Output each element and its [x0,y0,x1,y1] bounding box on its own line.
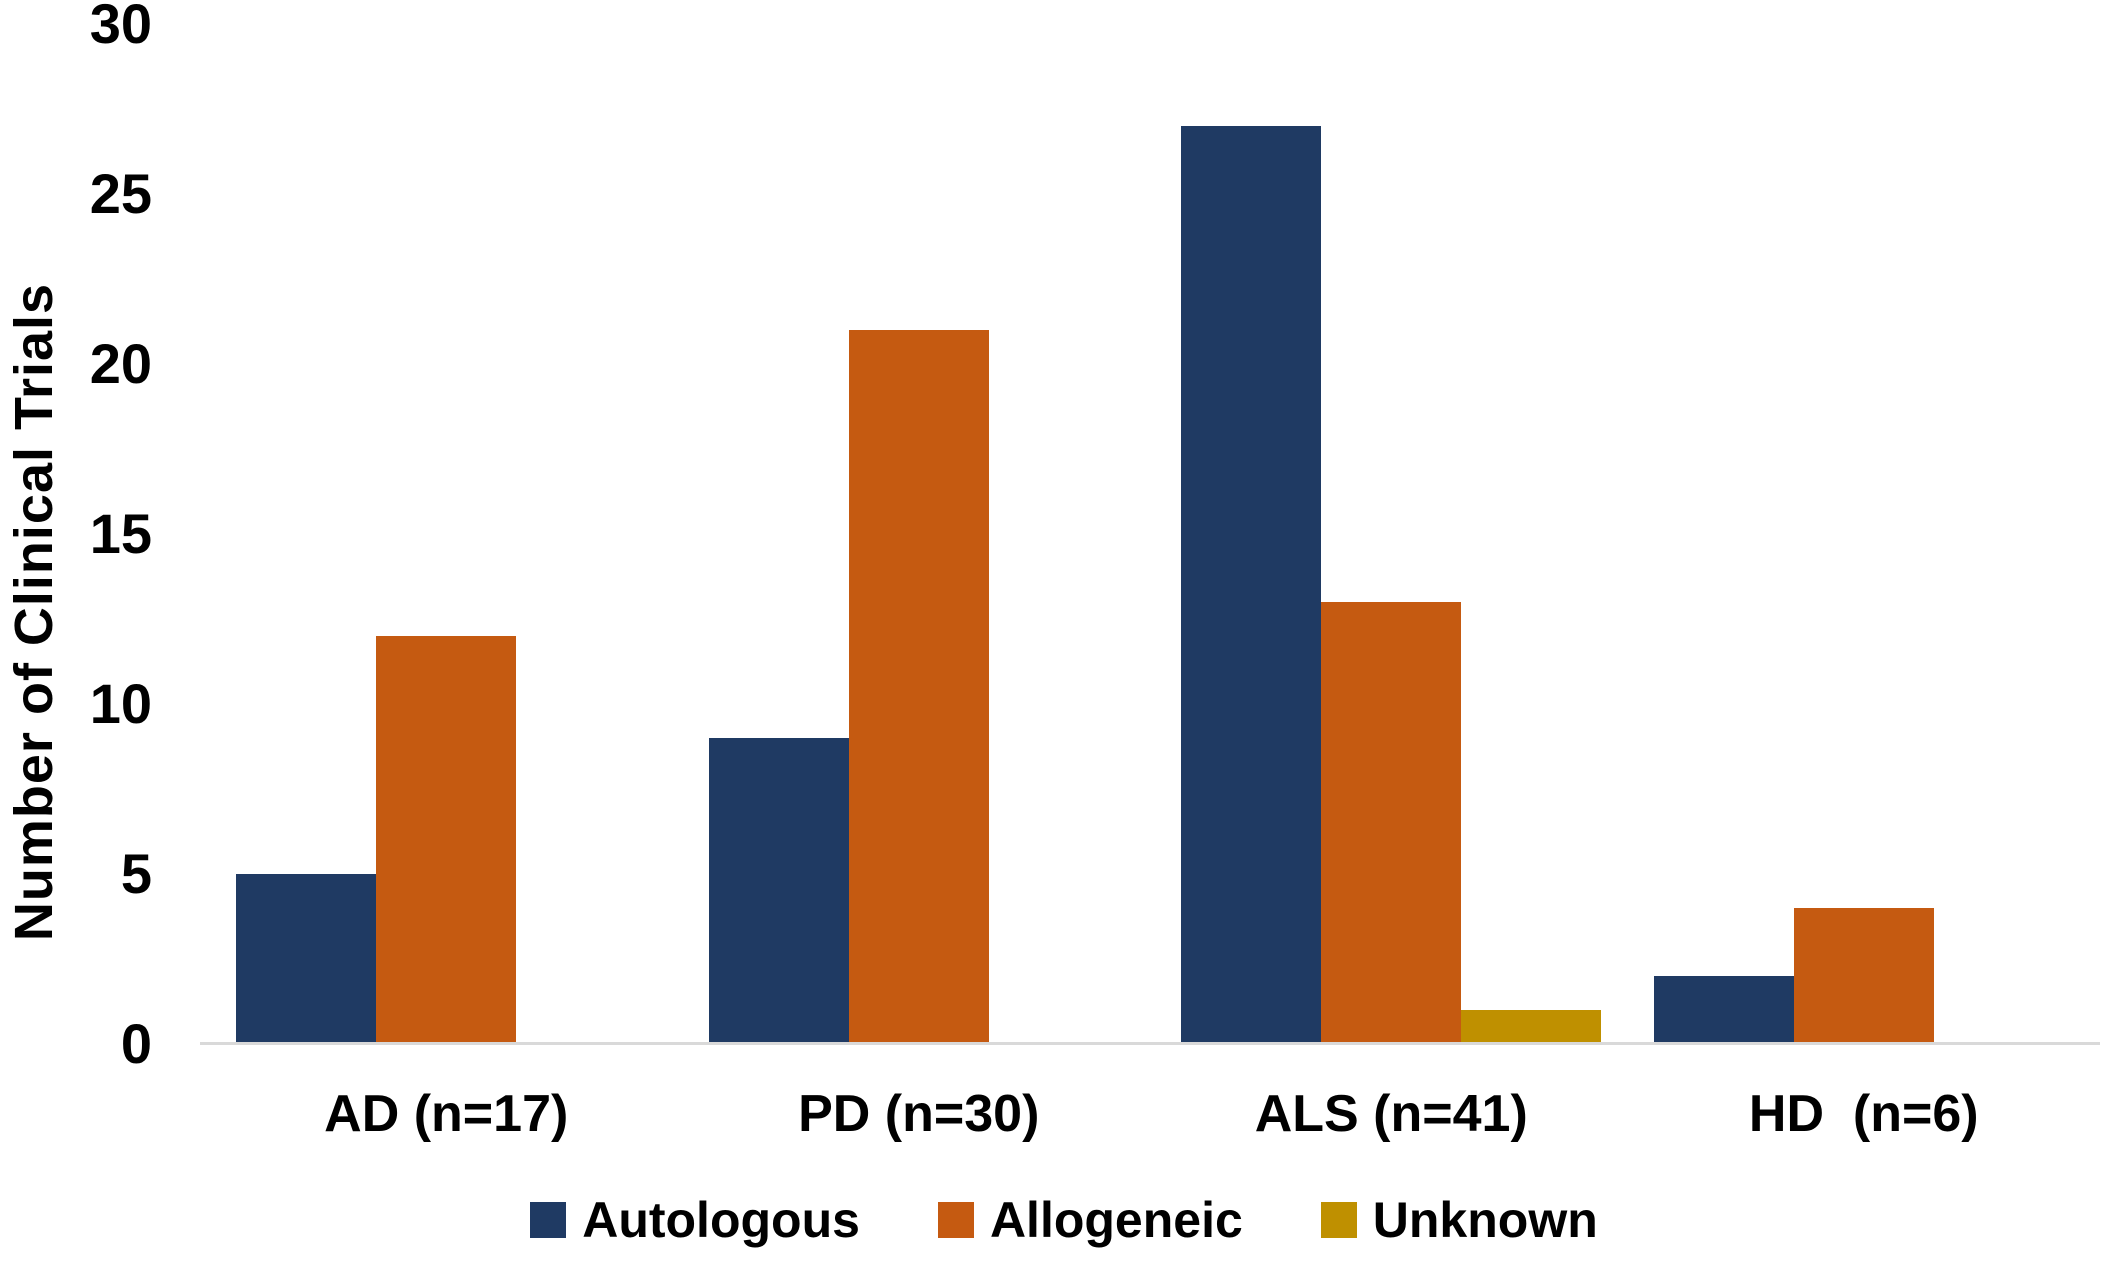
y-tick-label: 0 [120,1012,152,1075]
x-axis-label: AD (n=17) [324,1085,569,1143]
bar [708,738,849,1044]
legend-item: Allogeneic [937,1192,1243,1248]
bar [376,636,517,1044]
legend-swatch [530,1202,567,1238]
legend-label: Allogeneic [989,1192,1243,1248]
bar [1793,908,1934,1044]
y-tick-label: 5 [120,842,152,905]
legend-swatch [937,1202,974,1238]
legend-item: Autologous [530,1192,860,1248]
bar [1461,1010,1602,1044]
x-axis-category-labels: AD (n=17) PD (n=30) ALS (n=41) HD (n=6) [210,1086,2100,1142]
bar-group [683,24,1156,1044]
y-tick-label: 30 [89,0,152,55]
bar [1653,976,1794,1044]
x-axis-line [200,1042,2100,1045]
bar-group [1628,24,2101,1044]
x-axis-label: PD (n=30) [798,1085,1040,1143]
bar-group [210,24,683,1044]
legend-label: Autologous [582,1192,860,1248]
plot-area [210,24,2100,1044]
bar-group [1155,24,1628,1044]
y-tick-label: 25 [89,162,152,225]
y-tick-label: 10 [89,672,152,735]
y-axis-tick-labels: 0 5 10 15 20 25 30 [0,0,152,1276]
x-axis-label: ALS (n=41) [1254,1085,1528,1143]
legend-label: Unknown [1372,1192,1598,1248]
bar [848,330,989,1044]
legend-item: Unknown [1320,1192,1598,1248]
y-tick-label: 20 [89,332,152,395]
bar [1321,602,1462,1044]
legend-swatch [1320,1202,1357,1238]
bar [1181,126,1322,1044]
bar [236,874,377,1044]
legend: Autologous Allogeneic Unknown [0,1192,2128,1248]
x-axis-label: HD (n=6) [1748,1085,1979,1143]
y-tick-label: 15 [89,502,152,565]
